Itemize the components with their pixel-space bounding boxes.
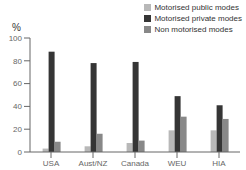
svg-text:USA: USA: [43, 159, 60, 168]
svg-text:WEU: WEU: [168, 159, 187, 168]
svg-text:Canada: Canada: [121, 159, 150, 168]
html-text:Motorised public modes: Motorised public modes: [154, 3, 239, 12]
svg-text:HIA: HIA: [212, 159, 226, 168]
html-text:Non motorised modes: Non motorised modes: [154, 25, 233, 34]
svg-text:100: 100: [9, 34, 23, 43]
svg-text:40: 40: [13, 102, 22, 111]
svg-text:60: 60: [13, 79, 22, 88]
svg-text:80: 80: [13, 57, 22, 66]
svg-text:20: 20: [13, 125, 22, 134]
svg-text:Aust/NZ: Aust/NZ: [79, 159, 108, 168]
svg-text:0: 0: [18, 148, 23, 157]
html-text:Motorised private modes: Motorised private modes: [154, 14, 242, 23]
